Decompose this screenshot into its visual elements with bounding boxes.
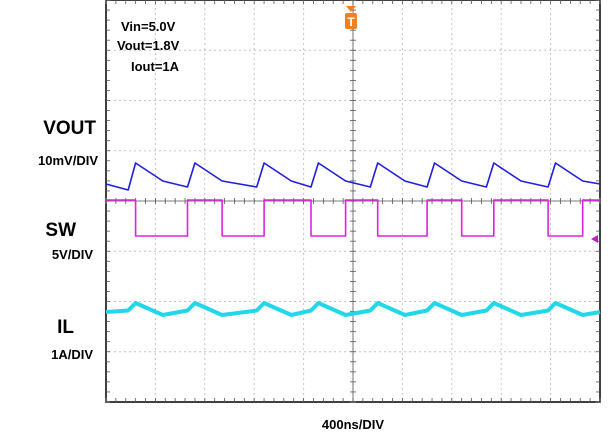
trace-sw [106,199,600,237]
channel-scale-il: 1A/DIV [51,347,93,362]
channel-label-il: IL [57,317,74,338]
scope-grid [105,0,601,403]
trigger-marker: T [345,6,357,29]
channel-label-vout: VOUT [43,118,96,139]
trace-il [105,301,601,317]
trigger-marker-label: T [347,15,355,29]
setting-iout: Iout=1A [131,59,180,74]
channel-label-sw: SW [45,220,76,241]
timebase-label: 400ns/DIV [322,417,384,432]
channel-scale-vout: 10mV/DIV [38,153,98,168]
setting-vout: Vout=1.8V [117,38,180,53]
sw-reference-marker [591,235,598,243]
setting-vin: Vin=5.0V [121,19,176,34]
channel-scale-sw: 5V/DIV [52,247,94,262]
trace-vout [105,162,601,191]
waveform-traces [105,162,601,317]
